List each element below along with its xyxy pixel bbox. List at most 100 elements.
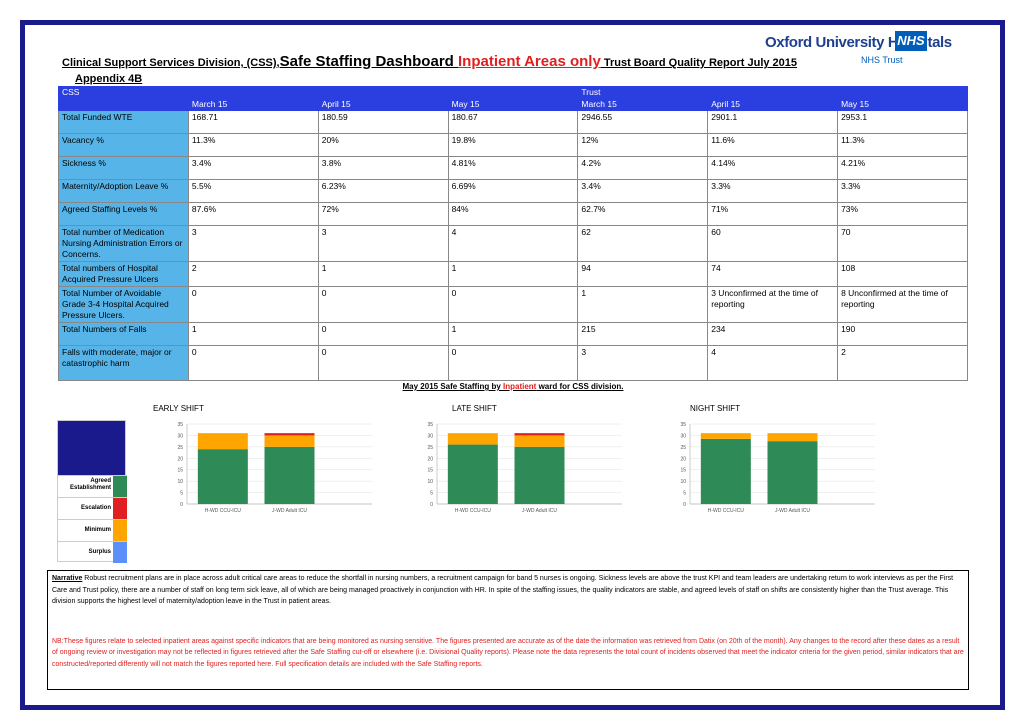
staffing-table: CSS Trust March 15 April 15 May 15 March… (58, 86, 968, 381)
bar-segment (700, 433, 751, 439)
legend-label: Surplus (88, 549, 111, 555)
legend-label: Minimum (84, 527, 111, 533)
row-label: Total Numbers of Falls (58, 322, 189, 346)
night-shift-label: NIGHT SHIFT (690, 404, 741, 413)
row-value: 2946.55 (577, 110, 709, 134)
row-value: 1 (447, 322, 579, 346)
nb-note: NB:These figures relate to selected inpa… (52, 637, 964, 668)
y-tick-label: 0 (430, 502, 433, 508)
row-value: 72% (317, 202, 449, 226)
table-row: Total Number of Avoidable Grade 3-4 Hosp… (58, 286, 968, 323)
y-tick-label: 10 (427, 479, 433, 485)
table-row: Total Funded WTE 168.71 180.59 180.67 2946.5… (58, 110, 968, 134)
row-label: Total numbers of Hospital Acquired Press… (58, 261, 189, 287)
row-value: 0 (447, 345, 579, 381)
chart-legend: Agreed Establishment Escalation Minimum Sur… (57, 420, 127, 563)
row-value: 3.3% (707, 179, 839, 203)
row-label: Vacancy % (58, 133, 189, 157)
y-tick-label: 25 (680, 445, 686, 451)
row-value: 2 (837, 345, 968, 381)
title-inpatient: Inpatient Areas only (457, 53, 601, 70)
row-value: 3.3% (837, 179, 968, 203)
y-tick-label: 30 (427, 433, 433, 439)
table-row: Falls with moderate, major or catastroph… (58, 345, 968, 381)
row-value: 11.6% (707, 133, 839, 157)
row-value: 84% (447, 202, 579, 226)
narrative-body: Robust recruitment plans are in place ac… (52, 575, 954, 605)
row-value: 73% (837, 202, 968, 226)
y-tick-label: 5 (430, 491, 433, 497)
hdr-blank (707, 86, 839, 99)
x-tick-label: J-WD Adult ICU (775, 508, 810, 514)
row-label: Total number of Medication Nursing Admin… (58, 225, 189, 262)
charts-title: May 2015 Safe Staffing by Inpatient ward… (58, 382, 968, 391)
row-value: 4 (707, 345, 839, 381)
row-value: 0 (447, 286, 579, 323)
table-group-row: CSS Trust (58, 86, 968, 99)
hdr-blank (447, 86, 579, 99)
y-tick-label: 35 (427, 422, 433, 428)
bar-segment (700, 438, 751, 504)
legend-swatch (113, 520, 127, 541)
y-tick-label: 30 (680, 433, 686, 439)
row-value: 4.21% (837, 156, 968, 180)
row-value: 0 (317, 286, 449, 323)
logo-trust: NHS Trust (861, 55, 903, 65)
row-value: 2953.1 (837, 110, 968, 134)
row-value: 0 (317, 345, 449, 381)
row-value: 180.67 (447, 110, 579, 134)
bar-segment (514, 435, 565, 447)
row-value: 6.23% (317, 179, 449, 203)
group-css: CSS (58, 86, 189, 99)
row-value: 5.5% (187, 179, 319, 203)
row-value: 62.7% (577, 202, 709, 226)
title-report: Trust Board Quality Report July 2015 (600, 57, 798, 69)
y-tick-label: 5 (180, 491, 183, 497)
bar-segment (447, 444, 498, 504)
y-tick-label: 10 (177, 479, 183, 485)
month-header: March 15 (577, 98, 709, 111)
row-value: 3 (577, 345, 709, 381)
y-tick-label: 35 (680, 422, 686, 428)
row-value: 60 (707, 225, 839, 262)
legend-item: Minimum (58, 519, 127, 541)
bar-segment (514, 446, 565, 504)
table-row: Maternity/Adoption Leave % 5.5% 6.23% 6.69%… (58, 179, 968, 203)
row-value: 234 (707, 322, 839, 346)
row-value: 3.4% (577, 179, 709, 203)
row-value: 3 (317, 225, 449, 262)
bar-segment (264, 433, 315, 436)
row-value: 1 (447, 261, 579, 287)
row-label: Agreed Staffing Levels % (58, 202, 189, 226)
row-value: 87.6% (187, 202, 319, 226)
row-value: 2 (187, 261, 319, 287)
y-tick-label: 0 (683, 502, 686, 508)
month-header: April 15 (317, 98, 449, 111)
group-trust: Trust (577, 86, 709, 99)
row-value: 1 (577, 286, 709, 323)
row-value: 4.2% (577, 156, 709, 180)
title-dashboard: Safe Staffing Dashboard (279, 53, 458, 70)
row-value: 71% (707, 202, 839, 226)
table-row: Agreed Staffing Levels % 87.6% 72% 84% 62.7%… (58, 202, 968, 226)
x-tick-label: J-WD Adult ICU (522, 508, 557, 514)
y-tick-label: 15 (427, 468, 433, 474)
table-row: Total Numbers of Falls 1 0 1 215 234 190 (58, 322, 968, 346)
page-border (20, 20, 1005, 710)
x-tick-label: H-WD CCU-ICU (708, 508, 744, 514)
row-value: 1 (187, 322, 319, 346)
y-tick-label: 20 (427, 456, 433, 462)
x-tick-label: H-WD CCU-ICU (205, 508, 241, 514)
row-label: Maternity/Adoption Leave % (58, 179, 189, 203)
legend-blank-swatch (111, 421, 125, 475)
title-division: Clinical Support Services Division, (CSS… (62, 57, 280, 69)
y-tick-label: 30 (177, 433, 183, 439)
bar-segment (197, 433, 248, 450)
y-tick-label: 10 (680, 479, 686, 485)
trust-logo: Oxford University Hospitals NHS NHS Trus… (765, 29, 952, 69)
row-value: 0 (187, 286, 319, 323)
table-month-row: March 15 April 15 May 15 March 15 April … (58, 98, 968, 111)
row-value: 215 (577, 322, 709, 346)
y-tick-label: 25 (177, 445, 183, 451)
row-value: 4.14% (707, 156, 839, 180)
